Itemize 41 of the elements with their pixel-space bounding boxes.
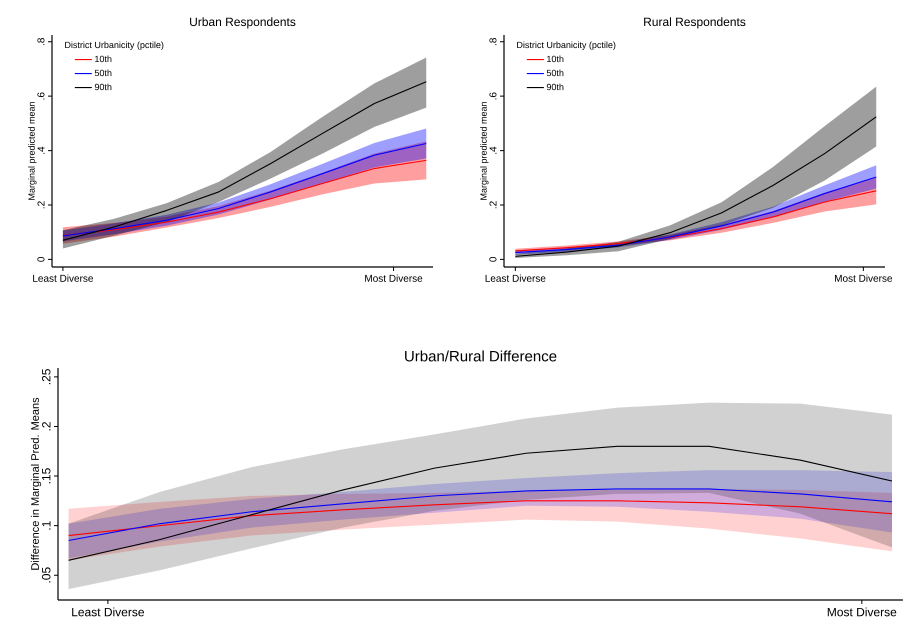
legend-label: 50th [94, 70, 112, 76]
line-series [62, 81, 427, 241]
y-tick-label: .2 [38, 201, 44, 208]
chart-title: Rural Respondents [644, 17, 746, 28]
y-tick-label: .8 [37, 38, 44, 46]
y-tick-label: .25 [42, 369, 50, 384]
y-tick-label: .05 [42, 567, 50, 582]
text: Least Diverse [72, 608, 144, 616]
legend-label: 10th [547, 56, 564, 62]
text: Least Diverse [486, 274, 546, 282]
y-tick-label: .4 [490, 146, 496, 154]
legend-title: District Urbanicity (pctile) [65, 42, 164, 50]
y-tick-label: .2 [489, 201, 496, 208]
y-tick-label: .6 [37, 92, 44, 100]
y-tick-label: 0 [37, 256, 44, 262]
chart-title: Urban/Rural Difference [405, 350, 556, 362]
y-tick-label: .6 [489, 92, 496, 100]
text: Least Diverse [33, 274, 94, 282]
text: Most Diverse [365, 274, 422, 282]
legend-label: 50th [546, 70, 564, 76]
legend-label: 90th [546, 84, 564, 90]
y-axis-title: Marginal predicted mean [480, 102, 489, 200]
y-tick-label: .8 [489, 38, 496, 46]
y-axis-title: Marginal predicted mean [28, 102, 37, 200]
legend-title: District Urbanicity (pctile) [517, 42, 616, 50]
line-series [514, 190, 877, 252]
legend-label: 90th [94, 84, 112, 90]
text: Most Diverse [828, 608, 896, 616]
y-tick-label: .1 [42, 521, 50, 530]
y-tick-label: .2 [42, 422, 50, 430]
y-axis-title: Difference in Marginal Pred. Means [30, 398, 42, 570]
text: Most Diverse [834, 274, 892, 282]
line-series [514, 116, 877, 257]
line-series [68, 500, 893, 536]
line-series [68, 446, 893, 561]
y-tick-label: .15 [42, 468, 50, 484]
line-series [62, 160, 427, 236]
chart-title: Urban Respondents [190, 17, 296, 28]
legend-label: 10th [95, 56, 112, 62]
y-tick-label: 0 [489, 256, 496, 262]
y-tick-label: .4 [38, 146, 44, 154]
